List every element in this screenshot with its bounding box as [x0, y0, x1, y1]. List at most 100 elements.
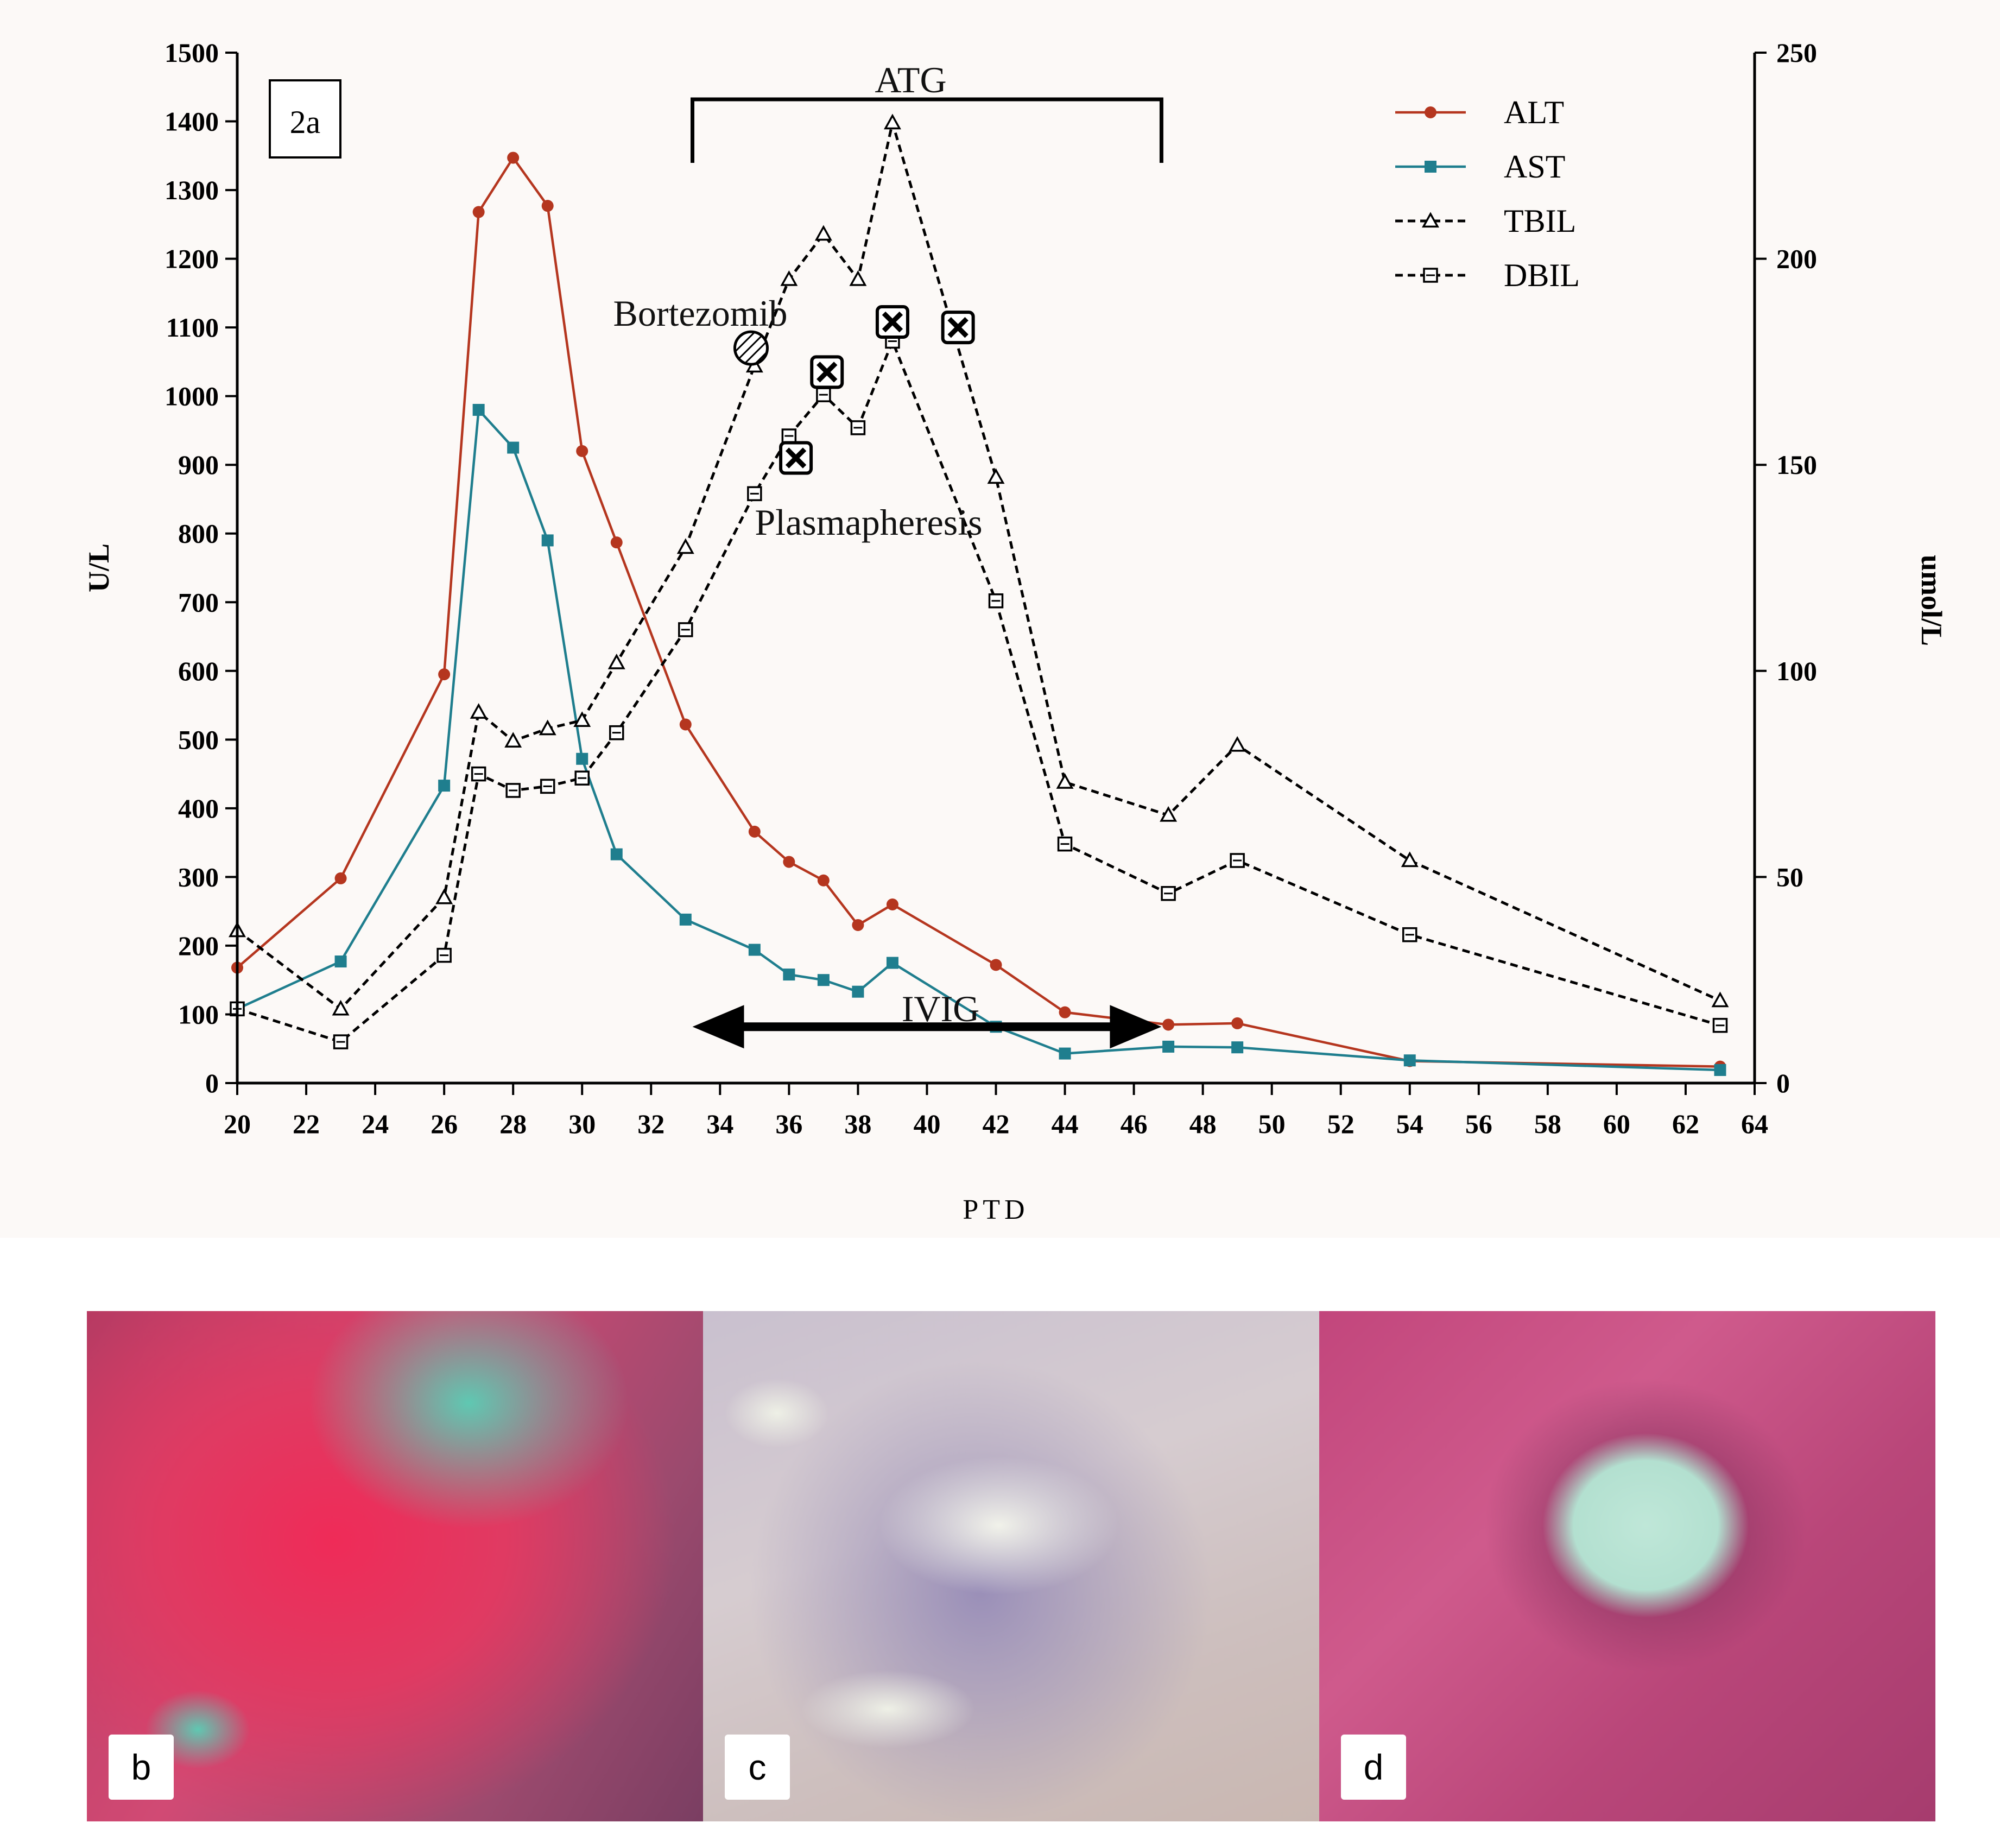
point-ast: [886, 957, 898, 969]
point-ast: [576, 752, 588, 765]
y-right-tick-label: 200: [1776, 244, 1817, 274]
point-dbil: [1057, 836, 1073, 852]
panel-label-box: [269, 79, 341, 159]
x-tick-label: 24: [362, 1109, 389, 1139]
point-tbil: [1160, 806, 1178, 822]
point-dbil: [540, 779, 555, 794]
point-alt: [610, 536, 623, 549]
panel-label-d: d: [1341, 1735, 1406, 1800]
plasmapheresis-marker: [779, 441, 813, 475]
point-tbil: [1401, 851, 1419, 868]
chart-panel: 20 22 24 26 28 30 32 34 36 38 40 42 44 46 48 50 52 54 56 58…: [83, 37, 1948, 1225]
point-ast: [1059, 1047, 1071, 1060]
y-left-tick-label: 800: [178, 518, 219, 549]
point-alt: [334, 872, 347, 884]
y-left-tick-label: 100: [178, 999, 219, 1029]
bortezomib-label: Bortezomib: [613, 293, 787, 334]
y-left-tick-label: 1200: [164, 244, 219, 274]
y-left-tick-label: 1000: [164, 381, 219, 412]
point-alt: [1162, 1018, 1175, 1031]
x-tick-label: 46: [1121, 1109, 1148, 1139]
point-tbil: [1711, 991, 1729, 1008]
point-alt: [541, 200, 554, 212]
bortezomib-marker: [733, 330, 769, 366]
point-alt: [817, 874, 830, 887]
x-tick-label: 30: [568, 1109, 596, 1139]
point-dbil: [1402, 927, 1417, 942]
y-left-tick-label: 0: [205, 1068, 219, 1098]
x-tick-label: 54: [1396, 1109, 1423, 1139]
y-right-tick-label: 100: [1776, 656, 1817, 686]
x-tick-label: 44: [1052, 1109, 1079, 1139]
y-left-tick-label: 500: [178, 724, 219, 755]
point-ast: [1162, 1040, 1175, 1053]
point-dbil: [436, 947, 452, 963]
point-tbil: [470, 703, 488, 719]
point-ast: [852, 985, 864, 998]
x-tick-label: 34: [706, 1109, 733, 1139]
point-ast: [817, 974, 830, 986]
plasmapheresis-marker: [941, 311, 975, 345]
x-tick-label: 62: [1672, 1109, 1699, 1139]
y-left-tick-label: 900: [178, 450, 219, 480]
x-tick-label: 40: [913, 1109, 940, 1139]
legend-marker-alt: [1425, 106, 1436, 118]
point-tbil: [539, 719, 556, 736]
point-alt: [886, 898, 898, 911]
point-tbil: [676, 538, 694, 554]
point-alt: [438, 668, 451, 681]
legend-label-dbil: DBIL: [1504, 257, 1580, 293]
point-dbil: [988, 593, 1004, 609]
y-right-tick-label: 150: [1776, 450, 1817, 480]
point-ast: [507, 441, 520, 454]
ivig-label: IVIG: [902, 988, 980, 1029]
liver-function-chart: 20 22 24 26 28 30 32 34 36 38 40 42 44 46 48 50 52 54 56 58…: [83, 37, 1948, 1225]
x-tick-label: 20: [224, 1109, 251, 1139]
legend-label-tbil: TBIL: [1504, 203, 1576, 239]
legend-label-alt: ALT: [1504, 94, 1564, 130]
point-ast: [472, 403, 485, 416]
point-tbil: [987, 468, 1005, 484]
x-tick-label: 50: [1258, 1109, 1286, 1139]
point-ast: [1403, 1054, 1416, 1067]
legend-marker-dbil: [1423, 268, 1438, 283]
point-ast: [679, 913, 692, 926]
x-tick-label: 52: [1327, 1109, 1355, 1139]
point-tbil: [1229, 736, 1246, 752]
point-alt: [783, 856, 795, 868]
point-alt: [1059, 1006, 1071, 1018]
x-tick-label: 42: [983, 1109, 1010, 1139]
x-axis-title: PTD: [963, 1194, 1029, 1225]
point-dbil: [333, 1034, 349, 1049]
x-tick-label: 60: [1603, 1109, 1630, 1139]
histology-panel-d: d: [1319, 1311, 1935, 1821]
y-left-tick-label: 1500: [164, 37, 219, 68]
point-dbil: [781, 428, 797, 444]
point-dbil: [471, 766, 486, 782]
legend-marker-ast: [1425, 161, 1436, 173]
point-ast: [783, 969, 795, 981]
point-alt: [990, 959, 1002, 971]
x-tick-label: 56: [1465, 1109, 1492, 1139]
y-right-tick-label: 0: [1776, 1068, 1790, 1098]
y-left-tick-label: 600: [178, 656, 219, 686]
point-ast: [334, 955, 347, 968]
point-dbil: [609, 725, 624, 741]
point-tbil: [814, 225, 832, 241]
point-tbil: [607, 654, 625, 669]
y-left-tick-label: 200: [178, 931, 219, 961]
histology-panel-b: b: [87, 1311, 703, 1821]
atg-label: ATG: [875, 59, 946, 100]
point-dbil: [747, 486, 762, 502]
x-tick-label: 48: [1189, 1109, 1217, 1139]
point-alt: [507, 151, 520, 164]
plasmapheresis-marker: [810, 355, 844, 389]
point-dbil: [574, 770, 590, 786]
point-tbil: [883, 113, 901, 130]
panel-label-2a: 2a: [290, 104, 321, 140]
x-tick-label: 28: [499, 1109, 527, 1139]
x-tick-label: 38: [844, 1109, 871, 1139]
y-axis-left-title: U/L: [83, 543, 115, 592]
ivig-arrow-right-head: [1110, 1005, 1162, 1049]
point-dbil: [1230, 853, 1245, 868]
